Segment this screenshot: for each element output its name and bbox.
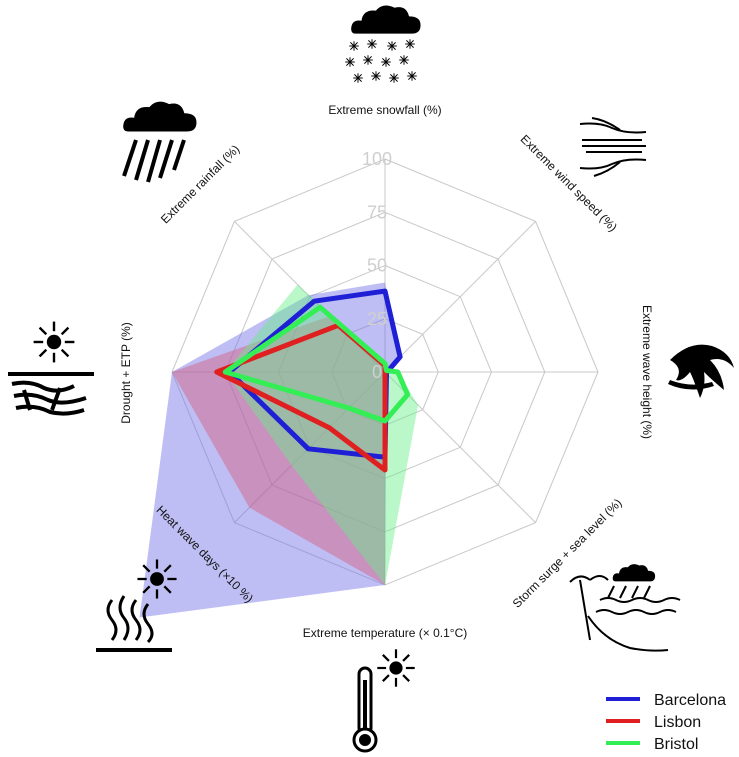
legend-label-bristol: Bristol: [654, 736, 698, 753]
axis-label-snowfall: Extreme snowfall (%): [328, 103, 441, 117]
rain-cloud-icon: [122, 101, 197, 183]
legend-label-lisbon: Lisbon: [654, 714, 701, 731]
snow-cloud-icon: [344, 5, 421, 84]
tick-label-100: 100: [362, 149, 392, 169]
series-fill-lisbon: [172, 316, 385, 585]
tick-label-0: 0: [372, 362, 382, 382]
heat-wave-icon: [96, 558, 178, 652]
series-fill-bristol: [225, 284, 419, 585]
tick-label-50: 50: [367, 256, 387, 276]
wind-icon: [579, 117, 647, 177]
radial-ticks: 0 25 50 75 100: [362, 149, 392, 382]
series-fills: [139, 282, 419, 618]
thermometer-sun-icon: [352, 648, 416, 753]
axis-label-storm-surge: Storm surge + sea level (%): [510, 496, 625, 611]
axis-label-rainfall: Extreme rainfall (%): [158, 142, 242, 226]
axis-label-wind: Extreme wind speed (%): [518, 132, 620, 234]
legend: Barcelona Lisbon Bristol: [606, 692, 726, 753]
series-line-bristol: [222, 304, 411, 424]
wave-icon: [668, 344, 734, 398]
grid-spoke: [384, 371, 536, 523]
axis-label-wave: Extreme wave height (%): [640, 305, 654, 439]
drought-sun-icon: [8, 320, 94, 416]
series-fill-barcelona: [139, 282, 401, 618]
axis-label-temperature: Extreme temperature (× 0.1°C): [303, 626, 468, 640]
legend-label-barcelona: Barcelona: [654, 692, 726, 709]
axis-label-drought: Drought + ETP (%): [119, 322, 133, 423]
grid-spoke: [384, 221, 536, 373]
tick-label-25: 25: [367, 309, 387, 329]
storm-coast-icon: [569, 564, 681, 652]
tick-label-75: 75: [367, 202, 387, 222]
series-lines: [214, 288, 411, 473]
